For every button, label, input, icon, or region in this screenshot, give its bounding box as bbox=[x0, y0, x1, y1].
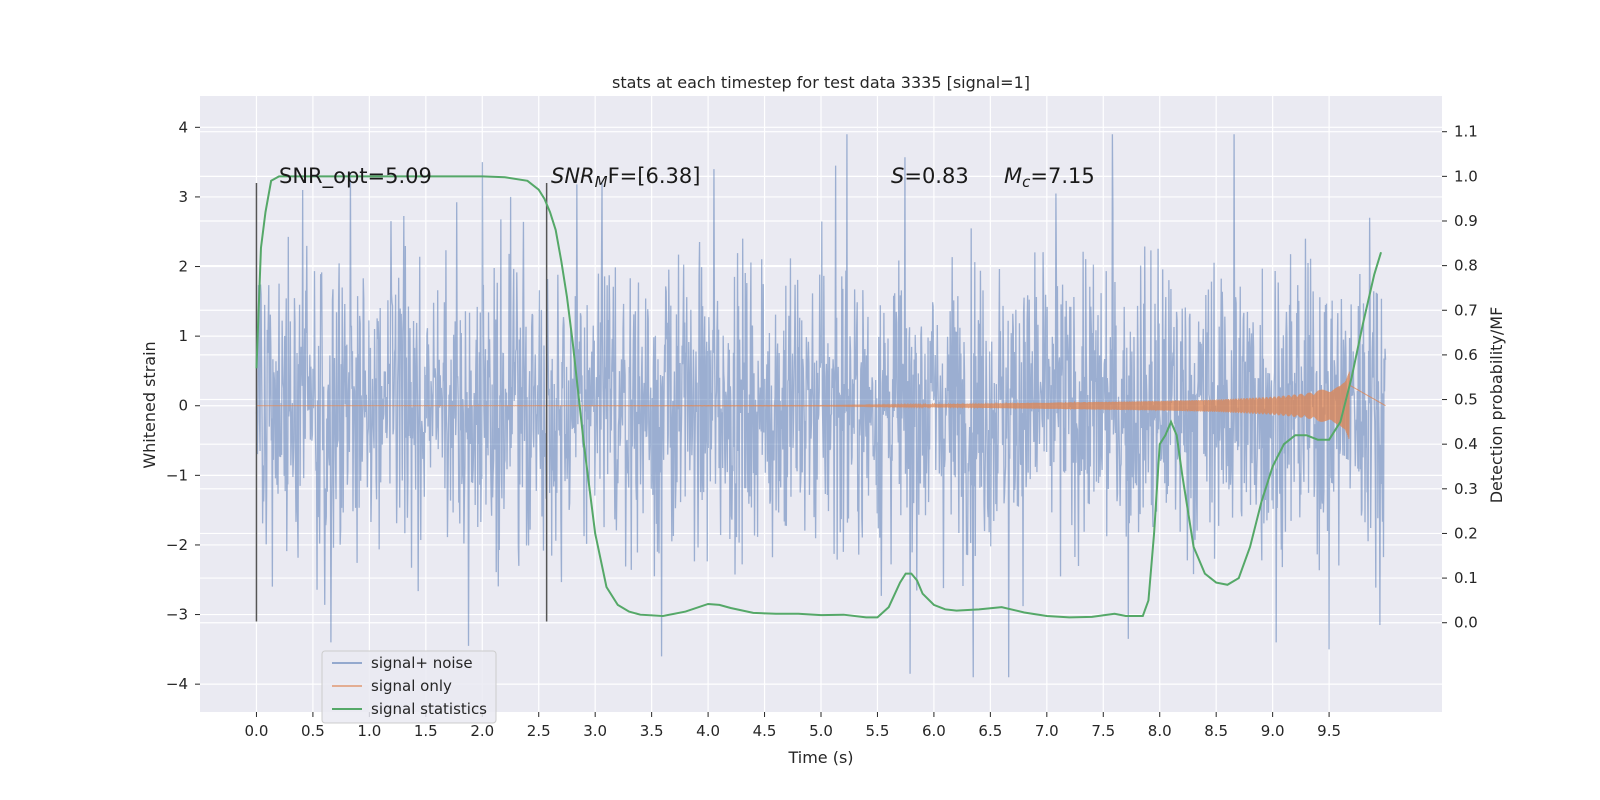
y-tick-label: 1 bbox=[178, 327, 188, 345]
x-tick-label: 1.0 bbox=[357, 722, 381, 740]
legend-label-noise: signal+ noise bbox=[371, 654, 473, 672]
snr-mf-subscript: M bbox=[595, 173, 608, 191]
mc-value: =7.15 bbox=[1030, 164, 1094, 188]
right-y-tick-label: 0.3 bbox=[1454, 480, 1478, 498]
x-tick-label: 9.0 bbox=[1261, 722, 1285, 740]
x-tick-label: 3.5 bbox=[640, 722, 664, 740]
snr-mf-symbol: SNR bbox=[551, 164, 595, 188]
x-tick-label: 4.0 bbox=[696, 722, 720, 740]
right-y-tick-label: 0.9 bbox=[1454, 212, 1478, 230]
mc-subscript: c bbox=[1022, 173, 1031, 191]
signal-plus-noise-line bbox=[255, 134, 1387, 678]
x-tick-label: 8.5 bbox=[1204, 722, 1228, 740]
y-tick-label: −2 bbox=[166, 536, 188, 554]
x-tick-label: 9.5 bbox=[1317, 722, 1341, 740]
x-tick-label: 6.0 bbox=[922, 722, 946, 740]
annotation-s: S=0.83 bbox=[891, 164, 969, 188]
y-tick-label: 0 bbox=[178, 397, 188, 415]
right-y-tick-label: 0.5 bbox=[1454, 391, 1478, 409]
x-tick-label: 7.5 bbox=[1091, 722, 1115, 740]
right-y-axis-label: Detection probability/MF bbox=[1487, 307, 1506, 504]
chart-title: stats at each timestep for test data 333… bbox=[612, 73, 1030, 92]
snr-mf-value: F=[6.38] bbox=[608, 164, 701, 188]
mc-symbol: M bbox=[1004, 164, 1022, 188]
right-y-tick-label: 1.0 bbox=[1454, 167, 1478, 185]
annotations: SNR_opt=5.09 SNRMF=[6.38] S=0.83 Mc=7.15 bbox=[279, 164, 1095, 191]
right-y-axis-ticks: 1.1 1.0 0.9 0.8 0.7 0.6 0.5 0.4 0.3 0.2 0.1 0.0 bbox=[1442, 123, 1478, 632]
x-tick-label: 0.5 bbox=[301, 722, 325, 740]
legend: signal+ noise signal only signal statist… bbox=[321, 650, 497, 724]
annotation-snr-mf: SNRMF=[6.38] bbox=[551, 164, 700, 191]
right-y-tick-label: 0.8 bbox=[1454, 257, 1478, 275]
right-y-tick-label: 0.6 bbox=[1454, 346, 1478, 364]
annotation-snr-opt: SNR_opt=5.09 bbox=[279, 164, 432, 189]
x-tick-label: 1.5 bbox=[414, 722, 438, 740]
s-symbol: S bbox=[891, 164, 904, 188]
y-axis-label: Whitened strain bbox=[140, 341, 159, 468]
x-tick-label: 5.5 bbox=[866, 722, 890, 740]
x-tick-label: 5.0 bbox=[809, 722, 833, 740]
x-tick-label: 6.5 bbox=[978, 722, 1002, 740]
annotation-mc: Mc=7.15 bbox=[1004, 164, 1095, 191]
legend-box bbox=[321, 650, 497, 724]
x-tick-label: 8.0 bbox=[1148, 722, 1172, 740]
right-y-tick-label: 0.7 bbox=[1454, 301, 1478, 319]
y-tick-label: 3 bbox=[178, 188, 188, 206]
x-tick-label: 3.0 bbox=[583, 722, 607, 740]
y-tick-label: 2 bbox=[178, 258, 188, 276]
vertical-markers bbox=[255, 183, 548, 622]
signal-series bbox=[256, 371, 1386, 439]
right-y-tick-label: 0.0 bbox=[1454, 614, 1478, 632]
right-y-tick-label: 0.1 bbox=[1454, 569, 1478, 587]
x-tick-label: 7.0 bbox=[1035, 722, 1059, 740]
x-tick-label: 2.5 bbox=[527, 722, 551, 740]
right-y-tick-label: 1.1 bbox=[1454, 123, 1478, 141]
x-axis-label: Time (s) bbox=[787, 748, 853, 767]
legend-label-statistics: signal statistics bbox=[371, 700, 487, 718]
s-value: =0.83 bbox=[904, 164, 968, 188]
x-tick-label: 2.0 bbox=[470, 722, 494, 740]
y-axis-ticks: 4 3 2 1 0 −1 −2 −3 −4 bbox=[166, 118, 200, 693]
noise-series bbox=[255, 134, 1387, 678]
y-tick-label: −4 bbox=[166, 675, 188, 693]
y-tick-label: −3 bbox=[166, 606, 188, 624]
x-axis-ticks: 0.0 0.5 1.0 1.5 2.0 2.5 3.0 3.5 4.0 4.5 5.0 5.5 6.0 6… bbox=[245, 712, 1341, 740]
y-tick-label: 4 bbox=[178, 118, 188, 136]
signal-statistics-line bbox=[255, 175, 1382, 619]
signal-only-line bbox=[256, 371, 1386, 439]
x-tick-label: 0.0 bbox=[245, 722, 269, 740]
x-tick-label: 4.5 bbox=[753, 722, 777, 740]
statistics-series bbox=[255, 175, 1382, 619]
right-y-tick-label: 0.4 bbox=[1454, 435, 1478, 453]
legend-label-signal: signal only bbox=[371, 677, 452, 695]
y-tick-label: −1 bbox=[166, 466, 188, 484]
right-y-tick-label: 0.2 bbox=[1454, 524, 1478, 542]
